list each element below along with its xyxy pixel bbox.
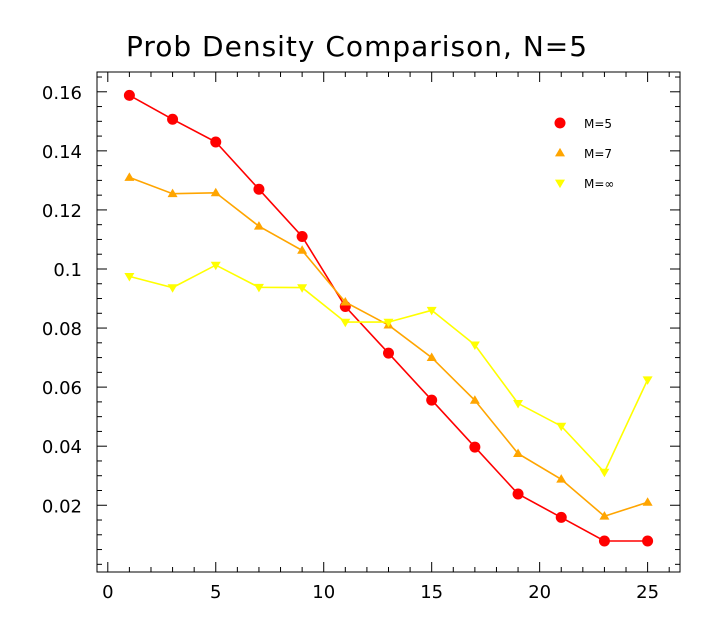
data-point-minf [383, 318, 394, 328]
data-point-m7 [556, 474, 567, 483]
data-point-m5 [555, 511, 567, 523]
x-axis: 0 5 10 15 20 25 [102, 72, 670, 603]
data-point-m7 [210, 187, 221, 197]
data-point-m7 [599, 511, 610, 520]
data-point-minf [556, 422, 567, 432]
data-point-m5 [123, 89, 135, 101]
data-point-m7 [297, 245, 308, 254]
y-tick-label: 0.1 [53, 260, 82, 281]
data-point-m7 [124, 172, 135, 181]
series-line-minf [129, 264, 649, 474]
data-point-m5 [210, 136, 222, 148]
chart-title: Prob Density Comparison, N=5 [125, 30, 589, 63]
data-point-m5 [253, 183, 265, 195]
data-point-m7 [167, 188, 178, 198]
data-point-minf [124, 272, 135, 282]
series-line-m5 [129, 94, 648, 542]
data-point-m5 [598, 535, 610, 547]
data-point-minf [297, 284, 308, 293]
series-group [123, 89, 654, 547]
series-m5 [123, 89, 654, 547]
y-tick-label: 0.14 [42, 142, 82, 163]
data-point-minf [426, 306, 437, 316]
legend-label-m5: M=5 [584, 117, 612, 131]
x-tick-label: 15 [420, 582, 443, 603]
y-tick-label: 0.04 [42, 437, 82, 458]
series-m7 [124, 172, 653, 520]
legend-label-minf: M=∞ [584, 177, 614, 191]
data-point-minf [167, 284, 178, 293]
x-tick-label: 20 [528, 582, 551, 603]
legend-marker-m7 [555, 147, 565, 157]
data-point-m7 [426, 352, 437, 361]
data-point-minf [599, 468, 610, 478]
legend-label-m7: M=7 [584, 147, 612, 161]
data-point-m7 [340, 296, 351, 306]
y-tick-label: 0.08 [42, 319, 82, 340]
data-point-minf [210, 261, 221, 271]
data-point-m7 [513, 448, 524, 457]
data-point-m5 [167, 113, 179, 125]
data-point-m7 [469, 395, 480, 404]
y-tick-label: 0.16 [42, 83, 82, 104]
data-point-minf [513, 399, 524, 409]
legend: M=5 M=7 M=∞ [554, 117, 614, 191]
data-point-minf [469, 341, 480, 350]
y-tick-label: 0.12 [42, 201, 82, 222]
data-point-m5 [469, 441, 481, 453]
data-point-m5 [642, 535, 654, 547]
x-tick-label: 10 [312, 582, 335, 603]
data-point-m5 [296, 231, 308, 243]
series-minf [124, 261, 653, 478]
x-tick-label: 5 [210, 582, 221, 603]
data-point-m5 [512, 488, 524, 500]
series-line-m7 [129, 176, 648, 518]
data-point-minf [642, 376, 653, 385]
y-axis: 0.02 0.04 0.06 0.08 0.1 0.12 0.14 0.16 [42, 76, 680, 565]
legend-marker-minf [555, 179, 565, 189]
data-point-minf [253, 283, 264, 293]
data-point-m5 [383, 347, 394, 359]
x-tick-label: 0 [102, 582, 113, 603]
data-point-minf [340, 318, 351, 328]
y-tick-label: 0.06 [42, 378, 82, 399]
legend-marker-m5 [554, 117, 566, 129]
data-point-m7 [642, 497, 653, 506]
y-tick-label: 0.02 [42, 496, 82, 517]
x-tick-label: 25 [636, 582, 659, 603]
data-point-m7 [253, 221, 264, 230]
data-point-m5 [426, 394, 438, 406]
